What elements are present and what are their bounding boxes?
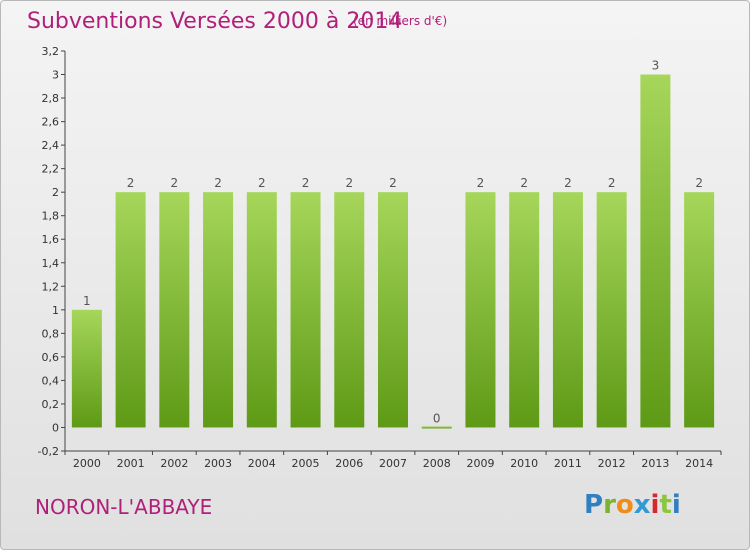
bar-2004[interactable] [246,192,277,428]
y-tick-label: 3,2 [42,45,60,58]
y-tick-label: 3 [52,69,59,82]
bar-2000[interactable] [71,309,102,428]
data-label-2005: 2 [302,176,310,190]
y-tick-label: 0 [52,421,59,434]
y-tick-label: 2,4 [42,139,60,152]
y-tick-label: 2,8 [42,92,60,105]
commune-name: NORON-L'ABBAYE [35,495,213,519]
bar-2007[interactable] [378,192,408,428]
x-tick-label: 2002 [160,457,188,470]
y-tick-label: 0,8 [42,327,60,340]
x-tick-label: 2004 [248,457,276,470]
x-tick-label: 2012 [598,457,626,470]
data-label-2008: 0 [433,411,441,425]
data-label-2011: 2 [564,176,572,190]
data-label-2013: 3 [652,59,660,73]
bar-2006[interactable] [334,192,365,428]
y-tick-label: 0,4 [42,374,60,387]
data-label-2001: 2 [127,176,135,190]
bar-2001[interactable] [115,192,146,428]
data-label-2004: 2 [258,176,266,190]
bar-2012[interactable] [596,192,627,428]
y-tick-label: 0,6 [42,351,60,364]
x-tick-label: 2006 [335,457,363,470]
x-tick-label: 2010 [510,457,538,470]
chart-data-labels: 1 2 2 2 2 2 2 2 0 2 2 2 2 3 2 [83,59,703,426]
x-tick-label: 2001 [117,457,145,470]
y-tick-label: 1,8 [42,210,60,223]
data-label-2014: 2 [695,176,703,190]
data-label-2010: 2 [520,176,528,190]
y-tick-label: 1 [52,304,59,317]
x-tick-label: 2005 [292,457,320,470]
bar-2008[interactable] [421,426,452,429]
bar-2003[interactable] [203,192,234,428]
bar-2010[interactable] [509,192,540,428]
x-tick-label: 2008 [423,457,451,470]
data-label-2006: 2 [345,176,353,190]
data-label-2002: 2 [171,176,179,190]
x-tick-label: 2009 [466,457,494,470]
y-tick-label: 2 [52,186,59,199]
bar-2002[interactable] [159,192,190,428]
bar-2011[interactable] [552,192,583,428]
y-tick-label: 0,2 [42,398,60,411]
logo-letter: i [650,490,660,520]
x-tick-label: 2003 [204,457,232,470]
x-tick-label: 2011 [554,457,582,470]
chart-axes: -0,2 0 0,2 0,4 0,6 0,8 1 1,2 1,4 1,6 1,8 2 2,2 2,4 2,6… [38,45,722,470]
y-tick-label: -0,2 [38,445,59,458]
data-label-2007: 2 [389,176,397,190]
y-tick-label: 2,2 [42,163,60,176]
logo-letter: x [633,490,651,520]
data-label-2000: 1 [83,294,91,308]
bar-2005[interactable] [290,192,321,428]
bar-2013[interactable] [640,74,671,428]
logo-letter: o [615,490,634,520]
x-tick-label: 2007 [379,457,407,470]
logo-letter: t [659,490,672,520]
logo-letter: P [584,490,604,520]
x-tick-label: 2013 [641,457,669,470]
data-label-2003: 2 [214,176,222,190]
logo-letter: r [603,490,616,520]
y-tick-label: 1,6 [42,233,60,246]
bar-2009[interactable] [465,192,496,428]
logo-letter: i [671,490,681,520]
bar-2014[interactable] [684,192,715,428]
x-tick-label: 2000 [73,457,101,470]
y-tick-label: 1,2 [42,280,60,293]
chart-bars [71,74,715,429]
data-label-2009: 2 [477,176,485,190]
chart-title: Subventions Versées 2000 à 2014 [27,9,403,34]
y-tick-label: 2,6 [42,116,60,129]
data-label-2012: 2 [608,176,616,190]
x-tick-label: 2014 [685,457,713,470]
y-tick-label: 1,4 [42,257,60,270]
proxiti-logo[interactable]: Proxiti [584,490,681,520]
chart-subtitle: (en milliers d'€) [353,14,448,28]
